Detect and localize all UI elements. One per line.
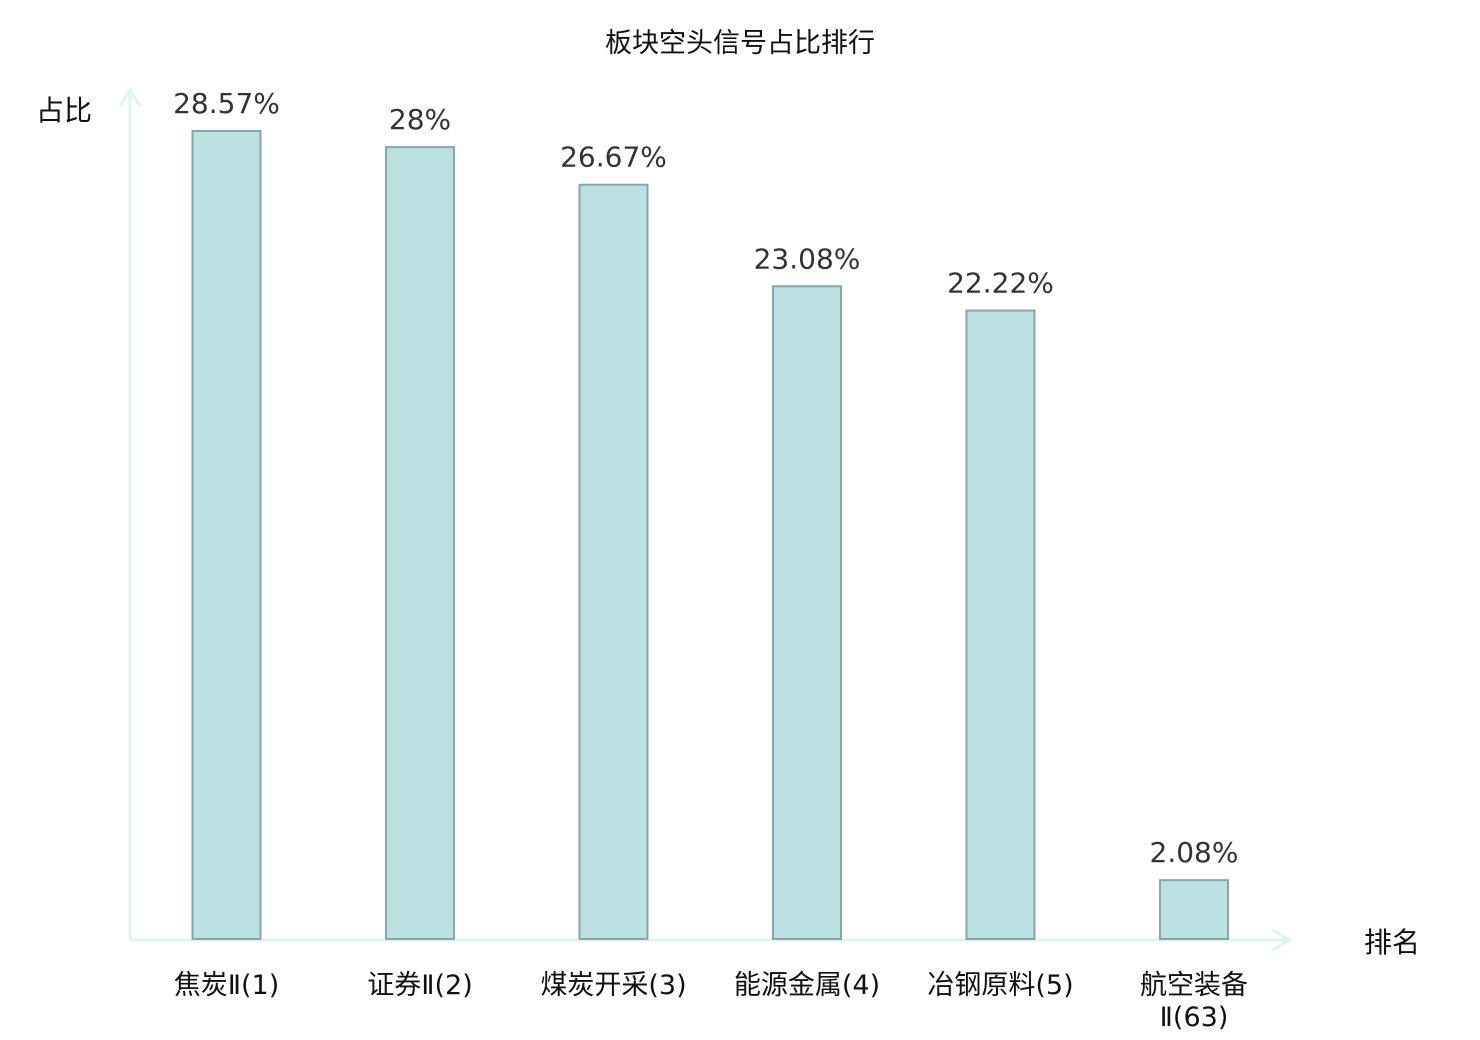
value-label-2: 28%: [389, 103, 451, 136]
x-axis-arrow: [1271, 928, 1294, 952]
category-labels-group: 焦炭Ⅱ(1) 证券Ⅱ(2) 煤炭开采(3) 能源金属(4) 冶钢原料(5) 航空装备Ⅱ(6…: [174, 970, 1248, 1033]
bar-6: [1159, 879, 1229, 941]
bar-2: [385, 146, 455, 940]
y-axis-arrow: [118, 87, 142, 107]
x-axis-label: 排名: [1364, 926, 1420, 959]
category-label-3: 煤炭开采(3): [540, 970, 686, 1001]
y-axis-label: 占比: [36, 94, 92, 127]
bar-4: [772, 285, 842, 940]
value-label-1: 28.57%: [173, 87, 280, 120]
bars-group: [191, 130, 1229, 941]
category-label-2: 证券Ⅱ(2): [367, 970, 473, 1001]
value-label-5: 22.22%: [947, 267, 1054, 300]
chart-title: 板块空头信号占比排行: [605, 28, 875, 59]
bar-5: [965, 309, 1036, 940]
category-label-6-line-2: Ⅱ(63): [1160, 1002, 1229, 1033]
category-label-6-line-1: 航空装备: [1140, 970, 1248, 1001]
value-label-4: 23.08%: [754, 242, 861, 275]
value-labels-group: 28.57% 28% 26.67% 23.08% 22.22% 2.08%: [173, 87, 1238, 869]
axes: [118, 87, 1294, 952]
category-label-4: 能源金属(4): [734, 970, 880, 1001]
bar-1: [191, 130, 262, 940]
bar-3: [578, 183, 649, 940]
category-label-1: 焦炭Ⅱ(1): [174, 970, 280, 1001]
value-label-3: 26.67%: [560, 141, 667, 174]
category-label-5: 冶钢原料(5): [927, 970, 1073, 1001]
value-label-6: 2.08%: [1150, 836, 1239, 869]
